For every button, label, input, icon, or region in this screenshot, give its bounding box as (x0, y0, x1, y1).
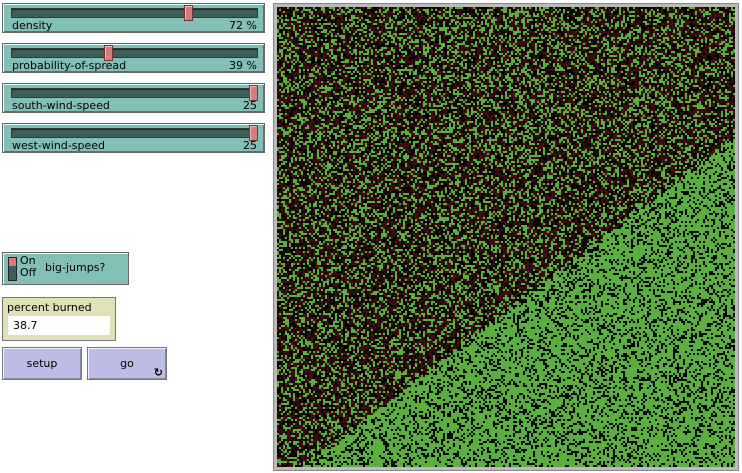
slider-track[interactable] (11, 85, 258, 101)
probability-of-spread-slider[interactable]: probability-of-spread 39 % (2, 43, 265, 73)
slider-value: 25 (243, 99, 257, 112)
slider-thumb[interactable] (249, 85, 258, 101)
go-button[interactable]: go ↻ (87, 347, 167, 380)
world-view[interactable] (273, 3, 739, 471)
monitor-label: percent burned (7, 301, 92, 314)
forever-icon: ↻ (153, 366, 163, 379)
slider-label: density (12, 19, 53, 32)
west-wind-speed-slider[interactable]: west-wind-speed 25 (2, 123, 265, 153)
slider-label: west-wind-speed (12, 139, 105, 152)
slider-track[interactable] (11, 5, 258, 21)
slider-label: south-wind-speed (12, 99, 110, 112)
percent-burned-monitor: percent burned 38.7 (2, 297, 116, 341)
slider-track[interactable] (11, 125, 258, 141)
toggle-on-label: On (20, 254, 36, 267)
south-wind-speed-slider[interactable]: south-wind-speed 25 (2, 83, 265, 113)
slider-label: probability-of-spread (12, 59, 127, 72)
monitor-value: 38.7 (8, 316, 110, 335)
world-canvas[interactable] (277, 7, 735, 467)
toggle-switch[interactable] (8, 257, 17, 281)
big-jumps-toggle[interactable]: On Off big-jumps? (2, 252, 129, 285)
slider-thumb[interactable] (184, 5, 194, 21)
toggle-off-label: Off (20, 266, 37, 279)
setup-label: setup (26, 357, 58, 370)
toggle-label: big-jumps? (45, 261, 106, 274)
slider-value: 72 % (229, 19, 257, 32)
slider-thumb[interactable] (249, 125, 258, 141)
setup-button[interactable]: setup (2, 347, 82, 380)
go-label: go (120, 357, 134, 370)
slider-value: 25 (243, 139, 257, 152)
slider-track[interactable] (11, 45, 258, 61)
density-slider[interactable]: density 72 % (2, 3, 265, 33)
slider-value: 39 % (229, 59, 257, 72)
slider-thumb[interactable] (104, 45, 114, 61)
